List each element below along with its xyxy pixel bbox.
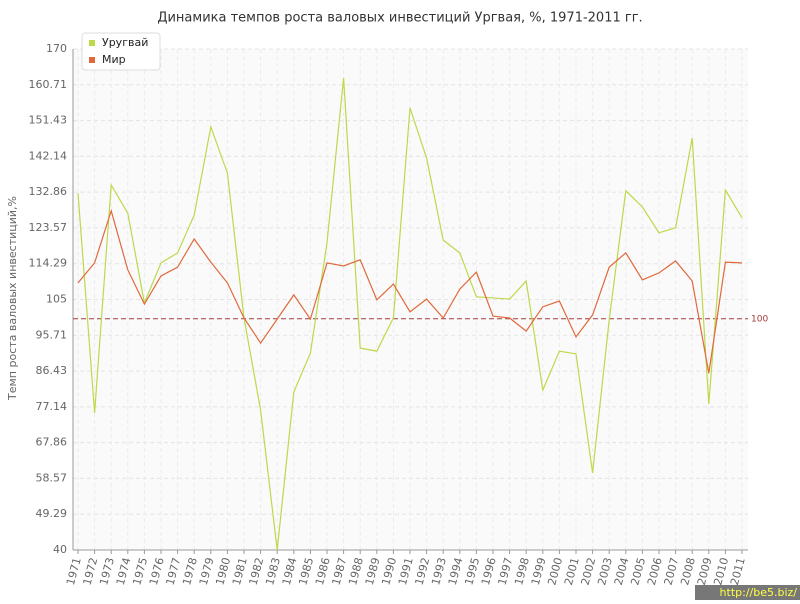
watermark: http://be5.biz/ (720, 586, 798, 599)
legend-label: Уругвай (102, 36, 148, 49)
legend-box (81, 32, 161, 71)
y-tick-label: 95.71 (36, 328, 68, 341)
y-tick-label: 77.14 (36, 400, 68, 413)
y-tick-label: 132.86 (29, 185, 68, 198)
y-tick-label: 105 (46, 293, 67, 306)
reference-label: 100 (751, 314, 768, 324)
y-tick-label: 142.14 (29, 149, 68, 162)
y-tick-label: 160.71 (29, 78, 68, 91)
y-axis-label: Темп роста валовых инвестиций,% (6, 196, 19, 401)
y-tick-label: 40 (53, 543, 67, 556)
y-tick-label: 151.43 (29, 114, 68, 127)
legend-swatch (89, 40, 95, 46)
legend: Уругвай Мир (81, 32, 161, 71)
legend-label: Мир (102, 53, 126, 66)
legend-swatch (89, 57, 95, 63)
y-tick-label: 49.29 (36, 507, 68, 520)
series-line (77, 77, 743, 551)
watermark-bg (695, 585, 800, 600)
y-tick-label: 123.57 (29, 221, 68, 234)
chart-title: Динамика темпов роста валовых инвестиций… (157, 11, 642, 26)
series-line (77, 208, 743, 374)
y-tick-label: 170 (46, 42, 67, 55)
y-tick-label: 114.29 (29, 257, 68, 270)
x-tick-label: 2011 (728, 556, 748, 586)
y-tick-label: 58.57 (36, 471, 68, 484)
y-tick-label: 86.43 (36, 364, 68, 377)
y-tick-label: 67.86 (36, 436, 68, 449)
